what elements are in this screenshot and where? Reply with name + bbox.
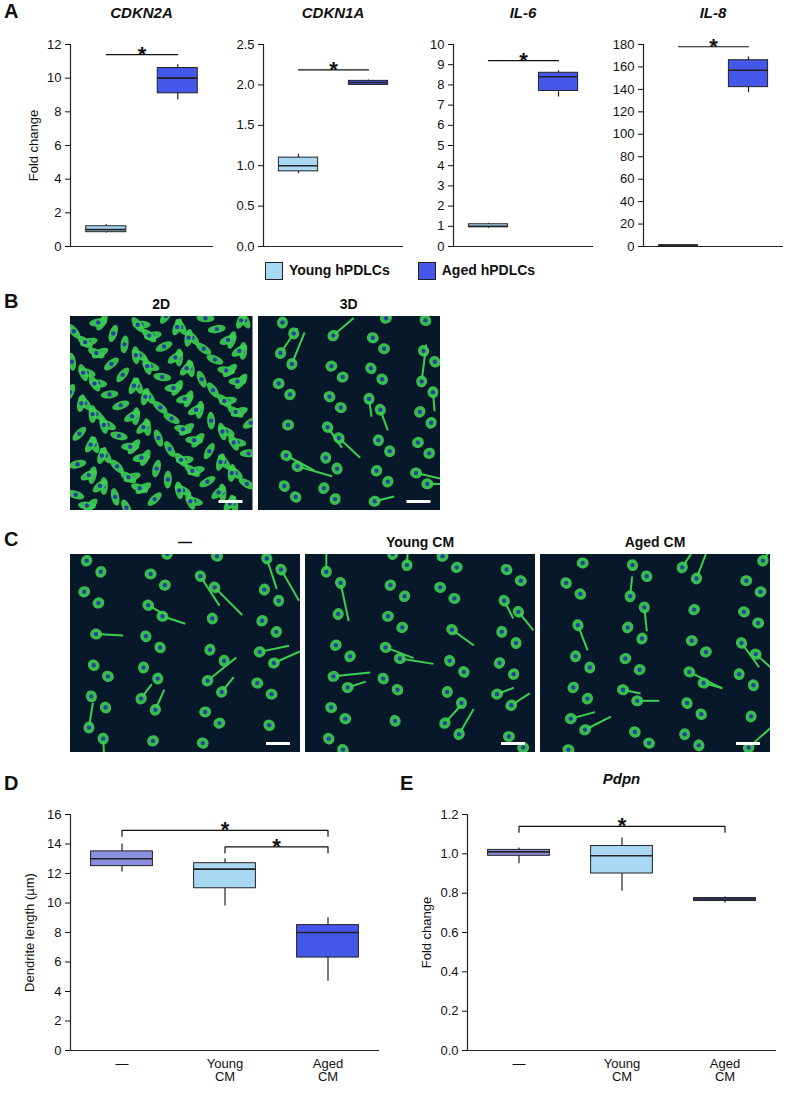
svg-text:8: 8: [54, 925, 61, 940]
svg-text:7: 7: [437, 97, 444, 112]
svg-text:0.4: 0.4: [440, 964, 458, 979]
html-text:C: C: [4, 528, 19, 550]
html-text:CDKN1A: CDKN1A: [301, 4, 365, 21]
svg-text:0: 0: [437, 239, 444, 254]
html-text:2D: 2D: [152, 296, 171, 312]
svg-text:—: —: [116, 1056, 129, 1071]
html-text:B: B: [4, 290, 19, 312]
svg-text:0: 0: [54, 239, 61, 254]
svg-text:140: 140: [613, 82, 635, 97]
html-text:CDKN2A: CDKN2A: [110, 4, 173, 21]
svg-text:1: 1: [437, 218, 444, 233]
html-text:IL-6: IL-6: [509, 4, 537, 21]
svg-text:0.6: 0.6: [440, 925, 458, 940]
svg-text:20: 20: [620, 216, 634, 231]
svg-text:12: 12: [47, 866, 61, 881]
svg-text:10: 10: [47, 895, 61, 910]
svg-text:YoungCM: YoungCM: [604, 1056, 640, 1084]
svg-text:YoungCM: YoungCM: [207, 1056, 243, 1084]
svg-text:AgedCM: AgedCM: [313, 1056, 343, 1084]
svg-text:AgedCM: AgedCM: [710, 1056, 740, 1084]
svg-text:2.0: 2.0: [236, 77, 254, 92]
svg-text:0.0: 0.0: [440, 1043, 458, 1058]
svg-text:1.2: 1.2: [440, 807, 458, 822]
svg-text:2.5: 2.5: [236, 37, 254, 52]
svg-text:0: 0: [54, 1043, 61, 1058]
svg-text:1.5: 1.5: [236, 117, 254, 132]
svg-text:10: 10: [47, 70, 61, 85]
svg-text:12: 12: [47, 37, 61, 52]
html-text:A: A: [4, 0, 19, 22]
svg-text:14: 14: [47, 836, 61, 851]
svg-text:6: 6: [54, 954, 61, 969]
svg-text:9: 9: [437, 57, 444, 72]
svg-text:Fold change: Fold change: [26, 110, 41, 182]
svg-text:180: 180: [613, 37, 635, 52]
svg-text:*: *: [519, 48, 528, 73]
html-text:3D: 3D: [339, 296, 358, 312]
svg-text:*: *: [272, 834, 281, 859]
svg-text:1.0: 1.0: [440, 846, 458, 861]
svg-text:1.0: 1.0: [236, 158, 254, 173]
svg-text:5: 5: [437, 138, 444, 153]
svg-text:0.8: 0.8: [440, 885, 458, 900]
svg-text:0: 0: [627, 239, 634, 254]
svg-text:40: 40: [620, 194, 634, 209]
svg-text:2: 2: [437, 198, 444, 213]
svg-text:Dendrite length (µm): Dendrite length (µm): [22, 873, 37, 992]
svg-text:4: 4: [54, 984, 61, 999]
svg-text:*: *: [138, 42, 147, 67]
svg-text:100: 100: [613, 126, 635, 141]
svg-text:2: 2: [54, 205, 61, 220]
svg-text:16: 16: [47, 807, 61, 822]
svg-text:*: *: [709, 34, 718, 59]
svg-text:Fold change: Fold change: [419, 897, 434, 969]
svg-text:6: 6: [54, 138, 61, 153]
svg-text:*: *: [221, 817, 230, 842]
svg-text:10: 10: [430, 37, 444, 52]
svg-text:3: 3: [437, 178, 444, 193]
svg-text:120: 120: [613, 104, 635, 119]
html-text:E: E: [400, 772, 414, 794]
svg-text:4: 4: [437, 158, 444, 173]
html-text:Aged hPDLCs: Aged hPDLCs: [441, 262, 536, 278]
svg-text:6: 6: [437, 117, 444, 132]
html-text:Young hPDLCs: Young hPDLCs: [288, 262, 390, 278]
svg-text:*: *: [329, 57, 338, 82]
html-text:Young CM: Young CM: [385, 534, 455, 550]
svg-text:0.5: 0.5: [236, 198, 254, 213]
svg-text:160: 160: [613, 59, 635, 74]
svg-text:—: —: [513, 1056, 526, 1071]
html-text:IL-8: IL-8: [699, 4, 727, 21]
html-text:Aged CM: Aged CM: [624, 534, 686, 550]
svg-text:80: 80: [620, 149, 634, 164]
svg-text:8: 8: [54, 104, 61, 119]
svg-text:8: 8: [437, 77, 444, 92]
html-text:Pdpn: Pdpn: [602, 770, 641, 787]
svg-text:0.0: 0.0: [236, 239, 254, 254]
html-text:D: D: [4, 772, 19, 794]
svg-text:2: 2: [54, 1013, 61, 1028]
svg-text:*: *: [618, 813, 627, 838]
svg-text:60: 60: [620, 171, 634, 186]
svg-text:0.2: 0.2: [440, 1003, 458, 1018]
svg-text:4: 4: [54, 171, 61, 186]
